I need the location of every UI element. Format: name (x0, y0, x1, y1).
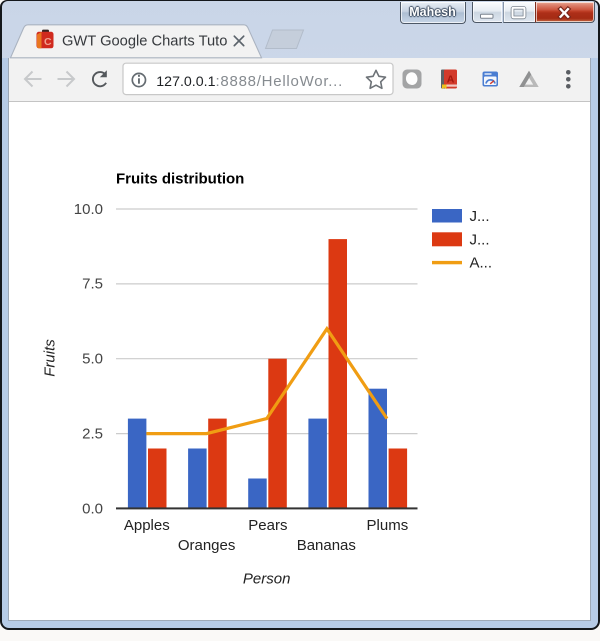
svg-text:GWT Google Charts Tuto: GWT Google Charts Tuto (62, 33, 227, 49)
svg-text:127.0.0.1:8888/HelloWor...: 127.0.0.1:8888/HelloWor... (156, 73, 343, 90)
svg-text:C: C (44, 36, 52, 48)
svg-text:A: A (447, 74, 455, 86)
